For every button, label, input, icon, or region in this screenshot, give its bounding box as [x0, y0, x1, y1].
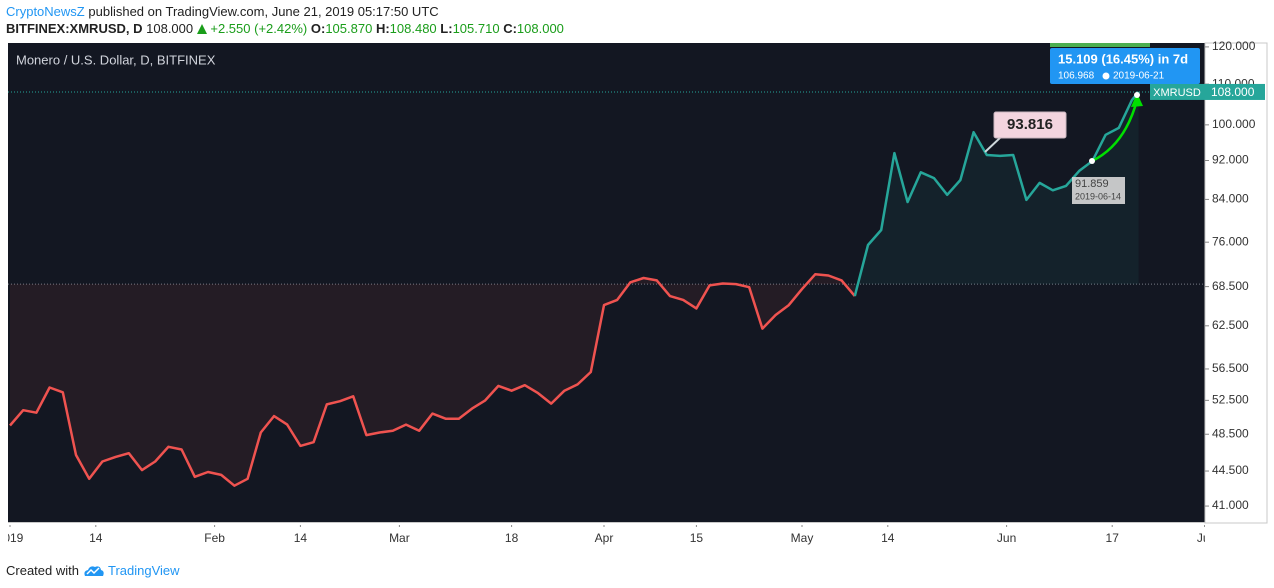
x-tick-label: Apr — [595, 531, 614, 545]
start-date: 2019-06-14 — [1075, 191, 1121, 201]
x-tick-label: May — [791, 531, 814, 545]
x-tick-label: 15 — [690, 531, 704, 545]
measure-text: 15.109 (16.45%) in 7d — [1058, 51, 1188, 66]
plot — [8, 91, 1205, 487]
line — [9, 273, 856, 487]
price-axis — [1204, 42, 1268, 524]
change: +2.550 (+2.42%) — [210, 21, 308, 36]
y-tick-label: 41.000 — [1212, 498, 1249, 512]
x-axis: 2019 14 Feb 14 Mar 18 Apr 15 May 14 Jun 17 Jul — [0, 525, 1212, 545]
x-tick-label: 17 — [1106, 531, 1120, 545]
ohlc-label: H: — [375, 21, 390, 36]
y-tick-label: 56.500 — [1212, 361, 1249, 375]
measure-top-bar — [1050, 43, 1150, 47]
measure-date: 2019-06-21 — [1113, 71, 1165, 82]
y-tick-label: 76.000 — [1212, 234, 1249, 248]
y-tick-label: 84.000 — [1212, 192, 1249, 206]
callout-text: 93.816 — [1007, 116, 1053, 133]
line — [853, 91, 1140, 297]
publish-line: CryptoNewsZ published on TradingView.com… — [6, 4, 439, 19]
x-tick-label: 2019 — [0, 531, 24, 545]
x-tick-label: Jul — [1197, 531, 1212, 545]
measure-price: 106.968 — [1058, 71, 1095, 82]
ohlc-value: 108.000 — [516, 21, 564, 36]
y-tick-label: 120.000 — [1212, 39, 1256, 53]
ohlc-label: L: — [440, 21, 453, 36]
callout-box — [993, 111, 1067, 139]
y-tick-label: 62.500 — [1212, 318, 1249, 332]
ohlc-label: C: — [503, 21, 517, 36]
footer-brand[interactable]: TradingView — [108, 563, 180, 578]
overlay: 120.000110.000100.00092.00084.00076.0006… — [984, 39, 1265, 512]
symbol-tag — [1150, 83, 1205, 100]
x-tick-label: 14 — [294, 531, 308, 545]
chart: Monero / U.S. Dollar, D, BITFINEX 2019 14… — [0, 39, 1268, 545]
y-tick-label: 44.500 — [1212, 463, 1249, 477]
ohlc-value: 108.480 — [389, 21, 437, 36]
area — [10, 274, 855, 486]
symbol: BITFINEX:XMRUSD, D — [6, 21, 143, 36]
published: published on TradingView.com, June 21, 2… — [88, 4, 439, 19]
y-tick-label: 68.500 — [1212, 279, 1249, 293]
measure-start-dot — [1089, 158, 1095, 164]
price: 108.000 — [146, 21, 194, 36]
footer-text: Created with — [6, 563, 79, 578]
measure-end-dot — [1134, 92, 1140, 98]
quote-line: BITFINEX:XMRUSD, D 108.000 +2.550 (+2.42… — [6, 21, 564, 36]
symbol-tag-label: XMRUSD — [1153, 87, 1201, 99]
measure-box — [1050, 48, 1200, 84]
y-tick-label: 92.000 — [1212, 153, 1249, 167]
clock-icon — [1102, 72, 1110, 80]
x-tick-label: 14 — [89, 531, 103, 545]
chart-title: Monero / U.S. Dollar, D, BITFINEX — [16, 52, 216, 67]
footer: Created with TradingView — [6, 563, 180, 578]
y-tick-label: 100.000 — [1212, 117, 1256, 131]
logo — [84, 566, 104, 576]
x-tick-label: 18 — [505, 531, 519, 545]
x-tick-label: Feb — [204, 531, 225, 545]
start-box — [1072, 177, 1125, 204]
start-price: 91.859 — [1075, 178, 1109, 190]
x-tick-label: Jun — [997, 531, 1016, 545]
measure-arrowhead — [1131, 93, 1143, 107]
y-tick-label: 52.500 — [1212, 393, 1249, 407]
ohlc-label: O: — [310, 21, 326, 36]
x-tick-label: 14 — [881, 531, 895, 545]
area — [854, 91, 1139, 297]
measure-arrow — [1091, 99, 1139, 163]
price-tag — [1205, 83, 1265, 100]
y-tick-label: 48.500 — [1212, 426, 1249, 440]
ohlc-value: 105.870 — [325, 21, 373, 36]
ohlc: O:105.870 H:108.480 L:105.710 C:108.000 — [311, 21, 564, 36]
price-tag-label: 108.000 — [1211, 85, 1255, 99]
up-icon — [196, 24, 207, 34]
x-tick-label: Mar — [389, 531, 410, 545]
ohlc-value: 105.710 — [452, 21, 500, 36]
author[interactable]: CryptoNewsZ — [6, 4, 85, 19]
callout-pointer — [984, 135, 1003, 153]
